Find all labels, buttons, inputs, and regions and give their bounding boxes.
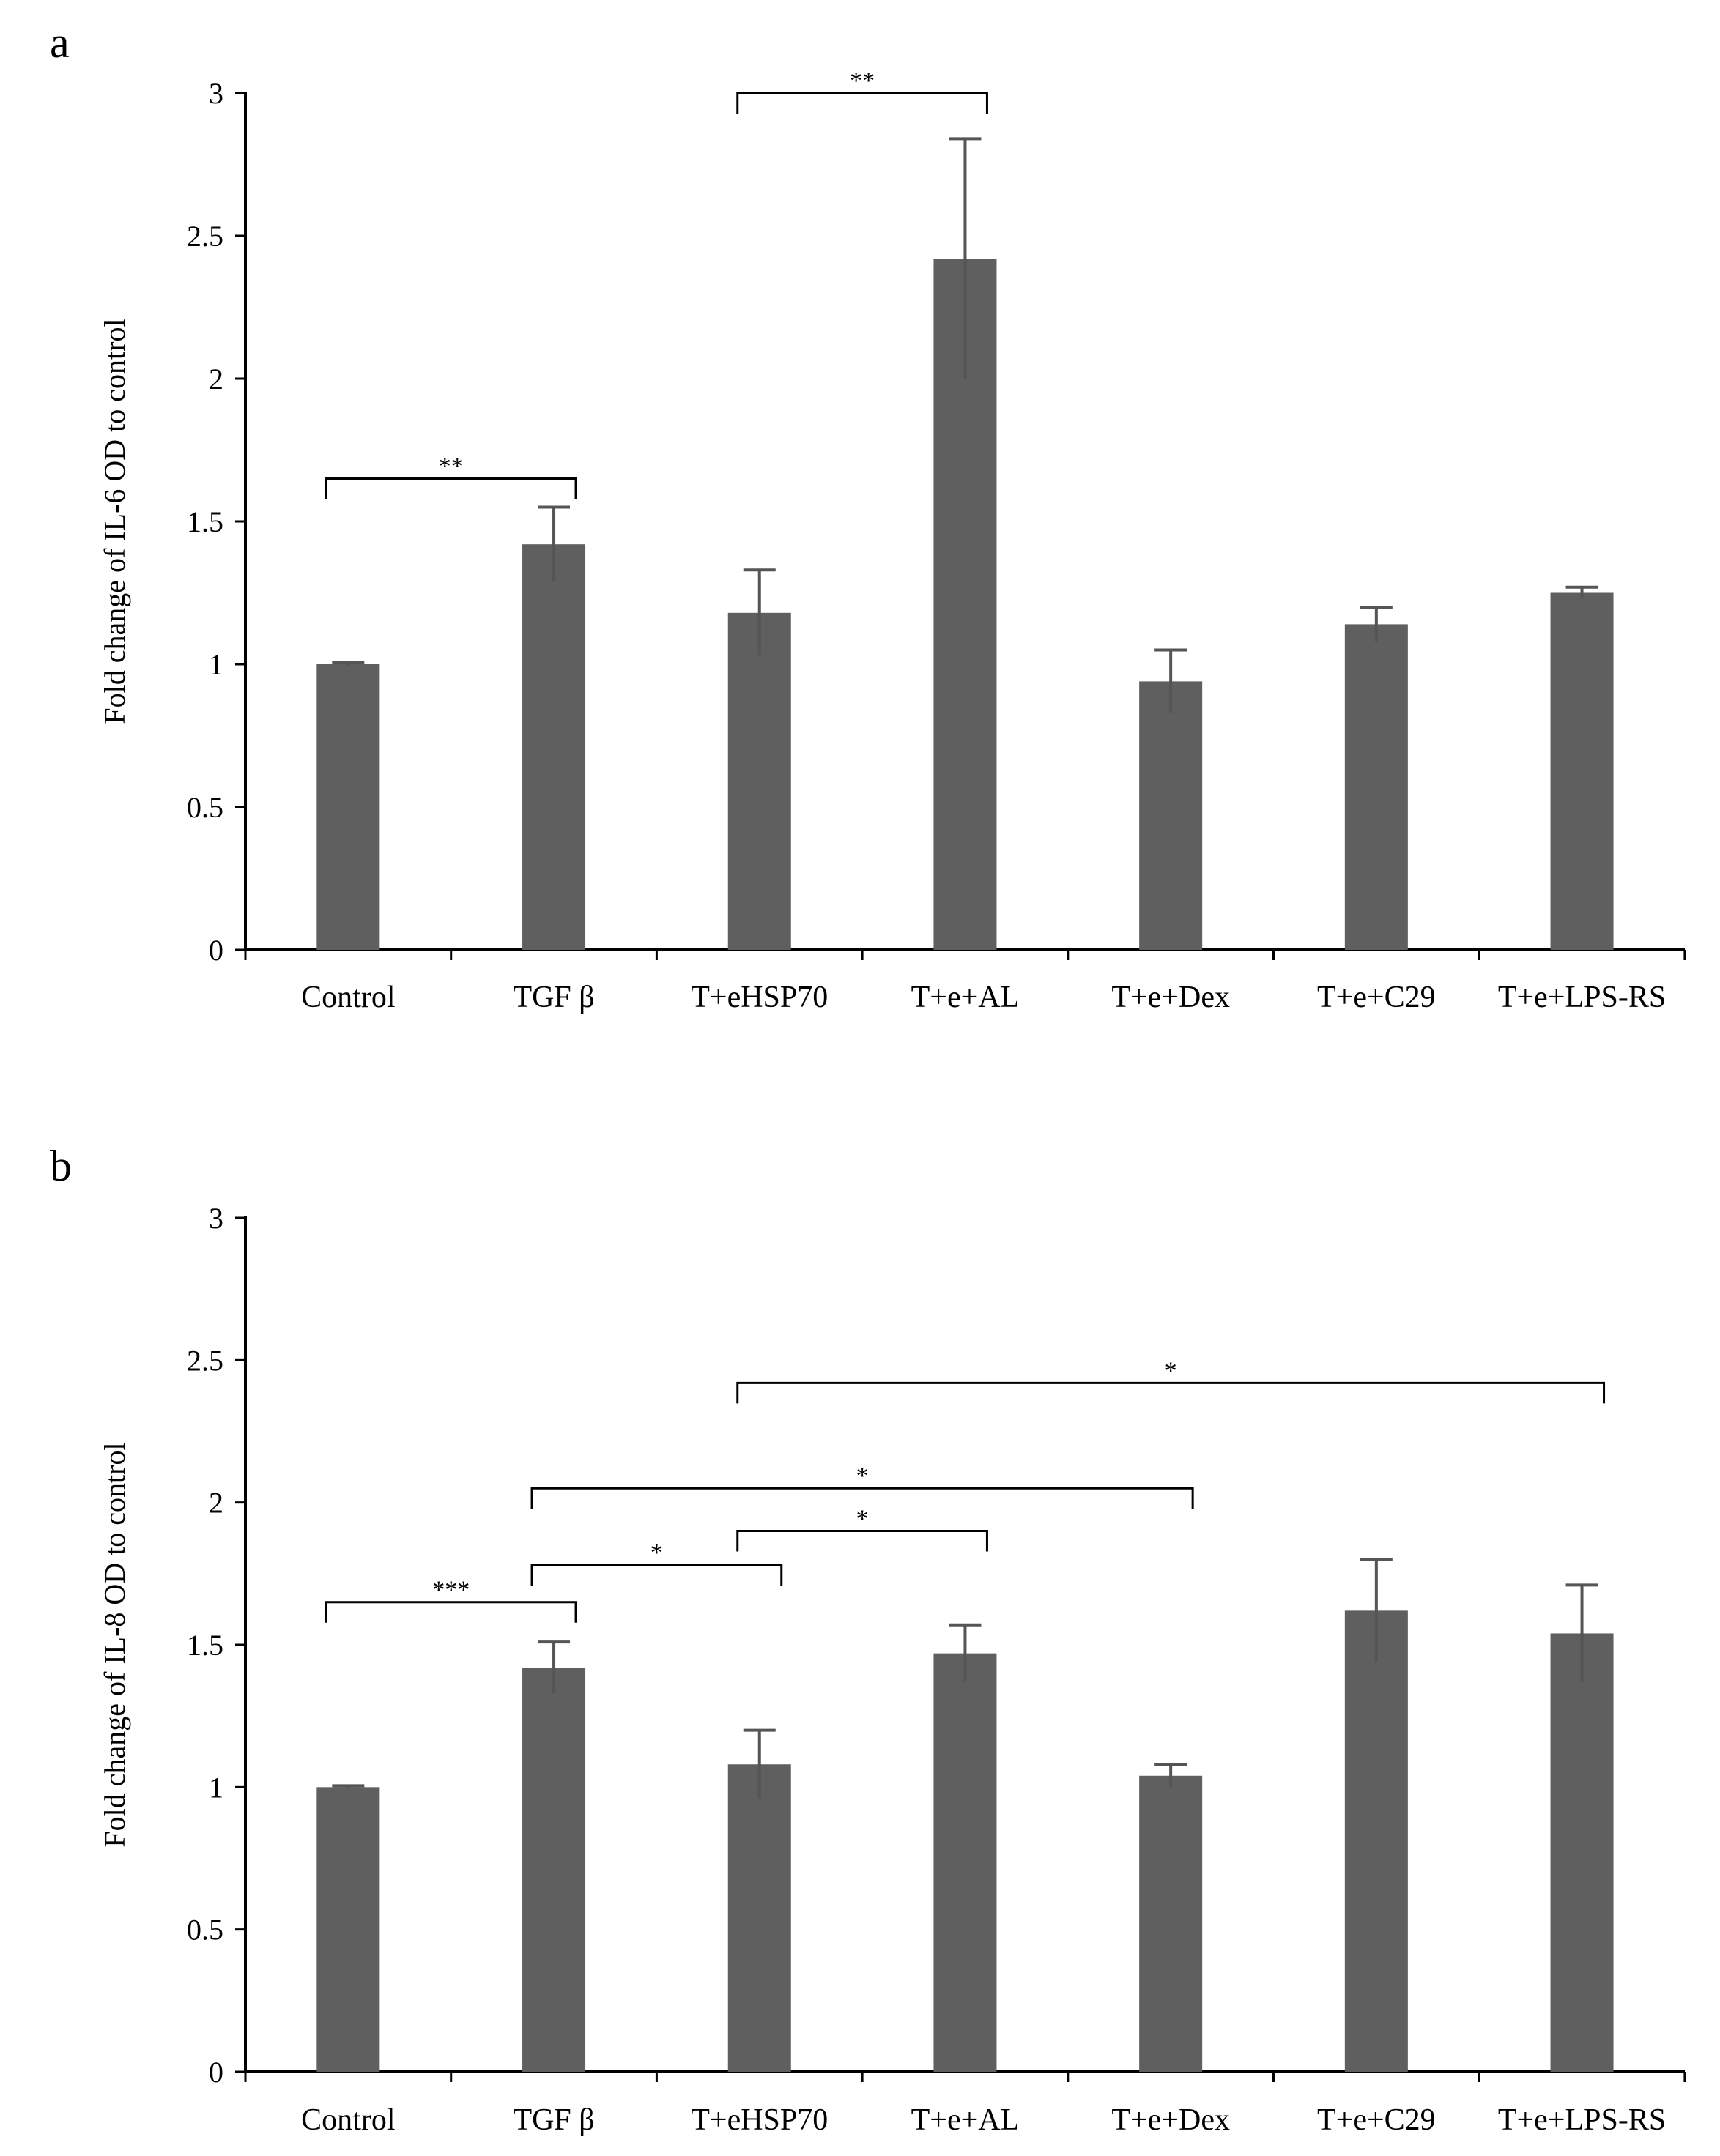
x-tick-label: T+e+C29 [1317, 981, 1436, 1014]
bar [1139, 1775, 1203, 2072]
bar [727, 612, 791, 950]
significance-label: * [856, 1506, 869, 1533]
y-tick-label: 1.5 [187, 505, 223, 538]
significance-label: ** [850, 67, 875, 94]
x-tick-label: T+e+C29 [1317, 2103, 1436, 2137]
significance-bracket [530, 1487, 1194, 1509]
x-tick-label: T+e+Dex [1111, 981, 1230, 1014]
x-tick-label: Control [301, 981, 395, 1014]
bar [1139, 681, 1203, 950]
x-tick-label: TGF β [513, 981, 594, 1014]
significance-label: * [856, 1462, 869, 1490]
x-tick-label: T+e+AL [911, 981, 1020, 1014]
bar [1550, 1633, 1614, 2072]
significance-bracket [736, 92, 988, 114]
y-tick-label: 0 [209, 934, 223, 967]
bar [933, 1653, 997, 2072]
x-tick-label: T+e+LPS-RS [1498, 981, 1666, 1014]
y-tick-label: 0 [209, 2056, 223, 2089]
x-tick-label: Control [301, 2103, 395, 2137]
chart-panel-b: 0 0.5 1 1.5 2 2.5 3 Control TGF β T+eHSP70 T+e+AL T… [98, 1202, 1686, 2137]
significance-label: *** [432, 1577, 470, 1604]
panel-b-letter: b [50, 1142, 72, 1190]
significance-bracket [530, 1564, 783, 1586]
bar [316, 664, 380, 950]
y-tick-label: 2.5 [187, 1344, 223, 1377]
y-tick-label: 0.5 [187, 1914, 223, 1947]
y-tick-label: 3 [209, 77, 223, 110]
y-tick-label: 0.5 [187, 791, 223, 824]
y-tick-label: 2 [209, 1487, 223, 1520]
bar [1550, 592, 1614, 950]
panel-a-letter: a [50, 18, 70, 67]
bar [522, 544, 586, 950]
y-tick-label: 1.5 [187, 1629, 223, 1662]
y-tick-label: 1 [209, 1771, 223, 1804]
bar [1344, 1610, 1408, 2072]
y-tick-label: 3 [209, 1202, 223, 1235]
significance-bracket [325, 477, 577, 499]
bar [1344, 624, 1408, 950]
y-axis-title: Fold change of IL-6 OD to control [98, 319, 131, 724]
significance-bracket [736, 1530, 988, 1552]
x-tick-label: T+eHSP70 [691, 2103, 828, 2137]
significance-label: * [1165, 1357, 1177, 1384]
x-tick-label: T+e+AL [911, 2103, 1020, 2137]
x-tick-label: T+e+LPS-RS [1498, 2103, 1666, 2137]
bar [522, 1668, 586, 2072]
x-tick-label: T+e+Dex [1111, 2103, 1230, 2137]
significance-bracket [736, 1381, 1606, 1404]
y-tick-label: 2 [209, 363, 223, 395]
chart-panel-a: 0 0.5 1 1.5 2 2.5 3 Control TGF β T+eHSP70 T+e+AL T… [98, 67, 1686, 1014]
x-tick-label: T+eHSP70 [691, 981, 828, 1014]
y-tick-label: 1 [209, 648, 223, 681]
y-axis-title: Fold change of IL-8 OD to control [98, 1442, 131, 1847]
significance-label: ** [439, 453, 464, 480]
y-tick-label: 2.5 [187, 220, 223, 253]
significance-bracket [325, 1601, 577, 1623]
significance-label: * [650, 1539, 663, 1566]
bar [727, 1764, 791, 2072]
x-tick-label: TGF β [513, 2103, 594, 2137]
bar [316, 1787, 380, 2072]
